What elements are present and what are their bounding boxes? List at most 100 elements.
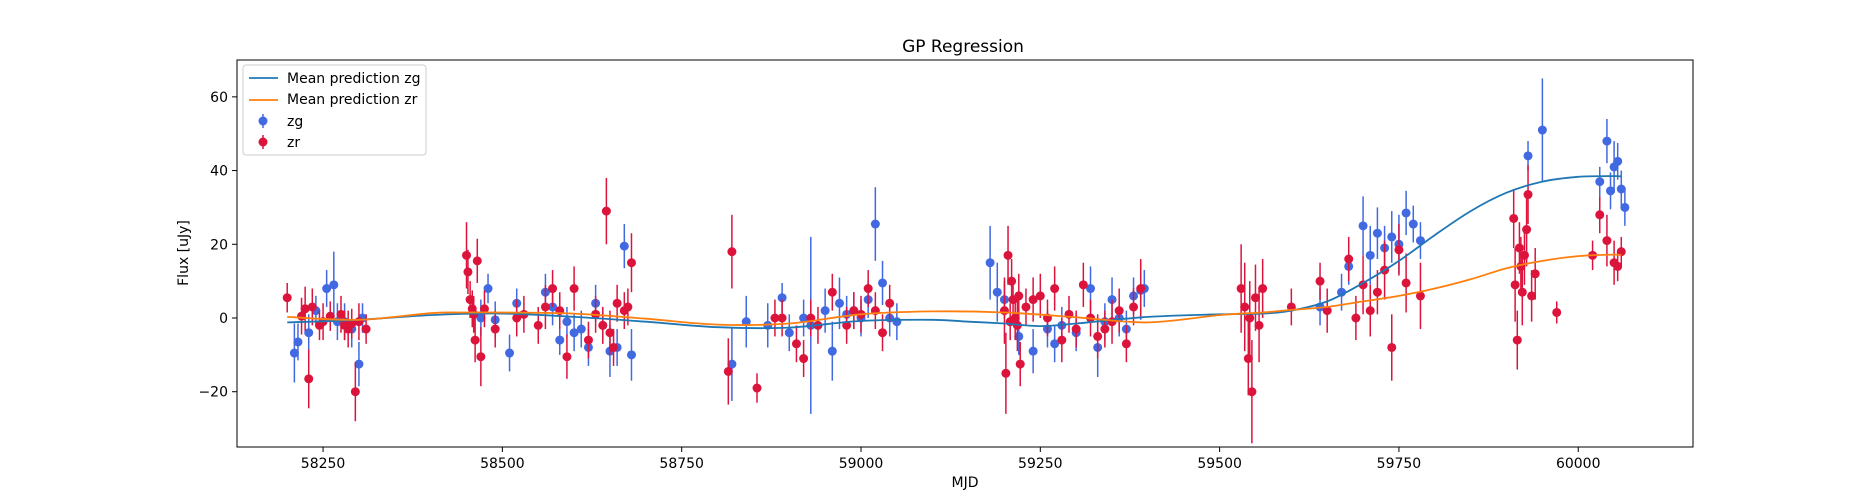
data-point-zg [576, 324, 586, 334]
data-point-zr [1071, 324, 1081, 334]
data-point-zr [1245, 313, 1255, 323]
plot-content [282, 78, 1630, 444]
data-point-zg [289, 348, 299, 358]
data-point-zg [1620, 202, 1630, 212]
data-point-zr [1595, 210, 1605, 220]
data-point-zr [1078, 280, 1088, 290]
data-point-zg [1028, 346, 1038, 356]
data-point-zg [820, 306, 830, 316]
data-point-zr [1372, 287, 1382, 297]
data-point-zr [462, 250, 472, 260]
data-point-zr [1129, 302, 1139, 312]
x-tick-label: 59500 [1197, 456, 1242, 472]
data-point-zr [1523, 190, 1533, 200]
x-tick-label: 58250 [301, 456, 346, 472]
data-point-zr [1522, 225, 1532, 235]
data-point-zr [612, 298, 622, 308]
data-point-zg [304, 328, 314, 338]
data-point-zr [1512, 335, 1522, 345]
data-point-zr [1240, 302, 1250, 312]
data-point-zr [777, 313, 787, 323]
data-point-zr [300, 304, 310, 314]
legend-label-zr: zr [287, 135, 300, 151]
data-point-zr [999, 306, 1009, 316]
data-point-zr [1014, 291, 1024, 301]
data-point-zg [1401, 208, 1411, 218]
data-point-zg [476, 313, 486, 323]
data-point-zg [1050, 339, 1060, 349]
data-point-zg [1358, 221, 1368, 231]
data-point-zg [1365, 250, 1375, 260]
data-point-zr [827, 287, 837, 297]
legend-label-zg-line: Mean prediction zg [287, 71, 421, 87]
data-point-zr [548, 284, 558, 294]
data-point-zr [799, 354, 809, 364]
x-tick-label: 60000 [1556, 456, 1601, 472]
data-point-zr [878, 328, 888, 338]
data-point-zr [1401, 278, 1411, 288]
series-zg [289, 78, 1630, 414]
data-point-zr [601, 206, 611, 216]
data-point-zr [1114, 306, 1124, 316]
data-point-zr [361, 324, 371, 334]
data-point-zr [583, 335, 593, 345]
data-point-zr [1365, 306, 1375, 316]
data-point-zr [1136, 284, 1146, 294]
data-point-zr [336, 309, 346, 319]
data-point-zr [1021, 302, 1031, 312]
data-point-zg [827, 346, 837, 356]
data-point-zr [470, 335, 480, 345]
data-point-zg [322, 284, 332, 294]
data-point-zg [992, 287, 1002, 297]
data-point-zr [885, 298, 895, 308]
data-point-zr [791, 339, 801, 349]
y-axis-label: Flux [uJy] [176, 220, 192, 286]
data-point-zg [293, 337, 303, 347]
data-point-zr [1254, 320, 1264, 330]
data-point-zr [1322, 306, 1332, 316]
data-point-zr [562, 352, 572, 362]
data-point-zg [834, 298, 844, 308]
data-point-zg [1537, 125, 1547, 135]
x-tick-label: 59250 [1018, 456, 1063, 472]
data-point-zr [1121, 339, 1131, 349]
data-point-zr [609, 342, 619, 352]
data-point-zr [1514, 243, 1524, 253]
data-point-zg [619, 241, 629, 251]
plot-area [236, 59, 1694, 448]
legend-box [242, 64, 427, 156]
series-zr [282, 165, 1626, 444]
data-point-zr [540, 302, 550, 312]
series-line-mean-prediction-zg [287, 175, 1622, 330]
data-point-zg [985, 258, 995, 268]
x-tick-label: 59750 [1377, 456, 1422, 472]
data-point-zg [1372, 228, 1382, 238]
data-point-zr [354, 317, 364, 327]
data-point-zr [605, 328, 615, 338]
y-tick-label: −20 [198, 385, 228, 401]
legend-label-zr-line: Mean prediction zr [287, 92, 418, 108]
data-point-zr [1387, 342, 1397, 352]
y-tick-label: 20 [210, 237, 228, 253]
data-point-zg [1014, 331, 1024, 341]
data-point-zr [1050, 284, 1060, 294]
data-point-zg [1523, 151, 1533, 161]
x-axis-label: MJD [952, 475, 979, 491]
y-axis-ticks: −20 0 20 40 60 [198, 90, 237, 401]
data-point-zr [307, 302, 317, 312]
data-point-zr [490, 324, 500, 334]
data-point-zr [1415, 291, 1425, 301]
data-point-zr [1509, 213, 1519, 223]
data-point-zg [1616, 184, 1626, 194]
data-point-zg [354, 359, 364, 369]
data-point-zg [1408, 219, 1418, 229]
chart-title: GP Regression [902, 37, 1024, 57]
data-point-zg [562, 317, 572, 327]
data-point-zg [1595, 177, 1605, 187]
data-point-zr [1057, 335, 1067, 345]
series-line-mean-prediction-zr [287, 253, 1622, 326]
x-axis-ticks: 58250 58500 58750 59000 59250 59500 59750 60000 [301, 447, 1601, 472]
data-point-zr [1344, 254, 1354, 264]
data-point-zr [282, 293, 292, 303]
data-point-zg [483, 284, 493, 294]
